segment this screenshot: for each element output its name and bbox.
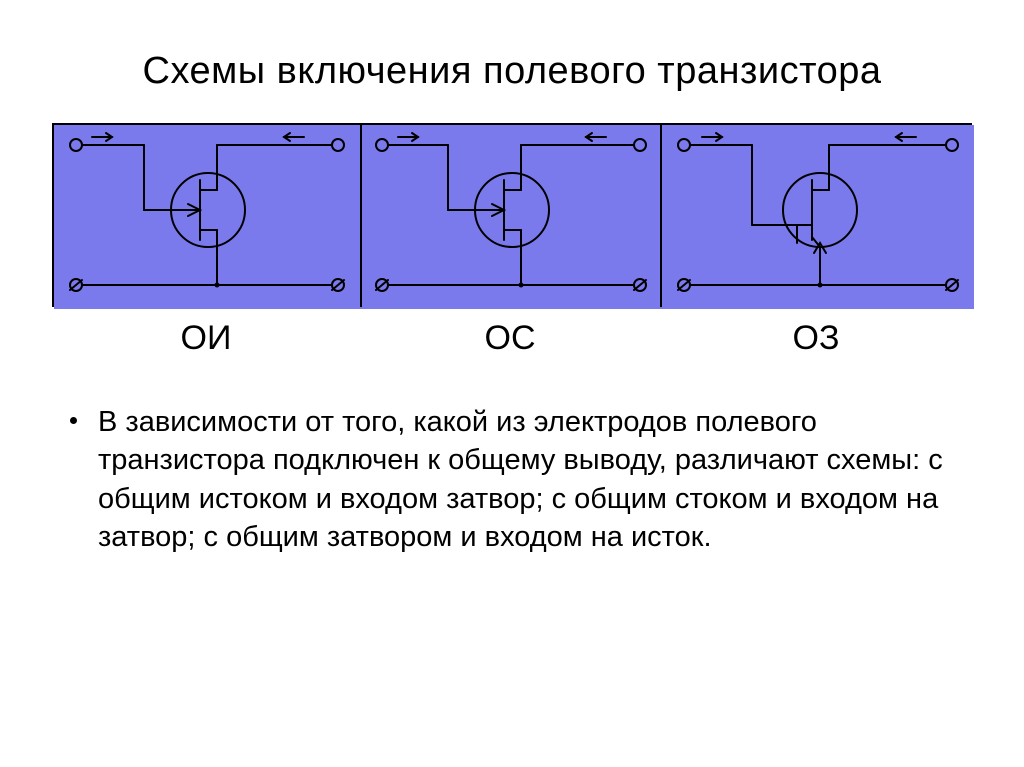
scheme-labels-row: ОИ ОС ОЗ [52, 313, 972, 358]
scheme-panel-oc [360, 123, 660, 307]
circuit-diagram-oi [54, 125, 362, 309]
circuit-diagram-oc [362, 125, 662, 309]
circuit-diagram-oz [662, 125, 974, 309]
scheme-label-oz: ОЗ [660, 319, 972, 358]
scheme-row [52, 123, 972, 307]
description-text: В зависимости от того, какой из электрод… [98, 406, 943, 553]
description-paragraph: В зависимости от того, какой из электрод… [52, 403, 972, 556]
page-title: Схемы включения полевого транзистора [52, 50, 972, 93]
bullet-icon [70, 417, 77, 424]
scheme-panel-oz [660, 123, 972, 307]
scheme-label-oc: ОС [360, 319, 660, 358]
scheme-panel-oi [52, 123, 360, 307]
scheme-label-oi: ОИ [52, 319, 360, 358]
